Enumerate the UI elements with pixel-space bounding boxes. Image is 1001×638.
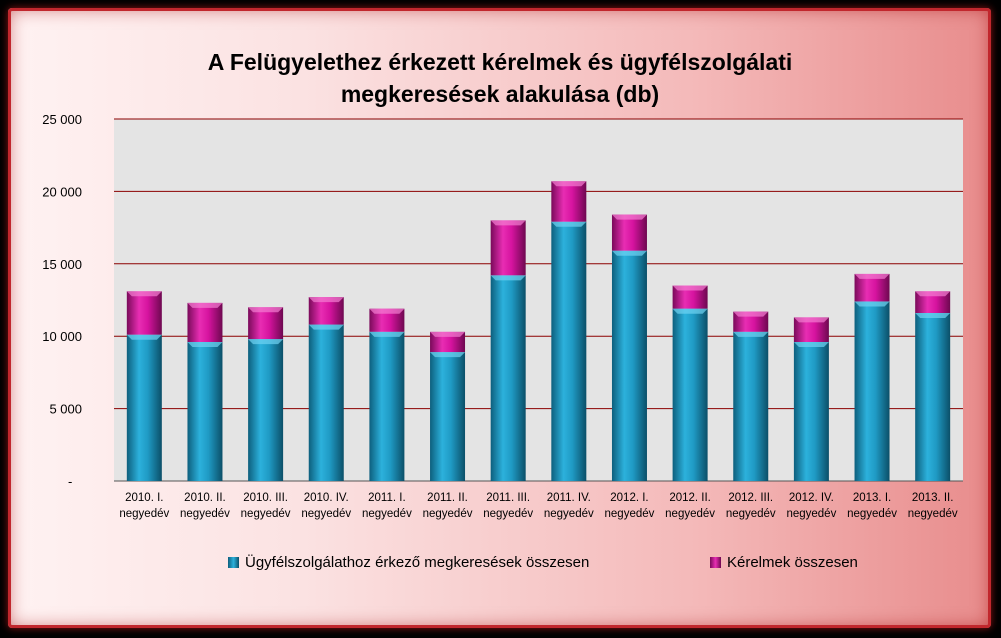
bar-series-2-bevel — [490, 220, 526, 226]
legend-item-series-2: Kérelmek összesen — [710, 554, 858, 571]
chart-title-line-1: A Felügyelethez érkezett kérelmek és ügy… — [207, 49, 793, 75]
bar-series-1-bevel — [126, 334, 162, 340]
x-tick-label: 2010. I. negyedév — [119, 492, 169, 520]
x-tick-label: 2010. III. negyedév — [241, 492, 291, 520]
x-tick-label: 2012. IV. negyedév — [786, 492, 836, 520]
bar-series-1-bevel — [793, 341, 829, 347]
bar-series-2 — [187, 302, 223, 342]
x-tick-label: 2010. IV. negyedév — [301, 492, 351, 520]
x-tick-label: 2011. II. negyedév — [423, 492, 473, 520]
y-tick-label: 5 000 — [49, 402, 82, 417]
bar-series-2 — [430, 331, 466, 353]
y-tick-label: 25 000 — [42, 112, 82, 127]
bar-series-2-bevel — [248, 307, 284, 313]
bar-series-1 — [490, 275, 526, 481]
bar-series-1 — [126, 334, 162, 481]
legend-swatch-series-1 — [228, 557, 239, 568]
bar-series-1-bevel — [551, 221, 587, 227]
bar-series-1-bevel — [430, 352, 466, 358]
bar-series-1-bevel — [308, 324, 344, 330]
bar-series-2 — [248, 307, 284, 340]
bar-series-2 — [551, 181, 587, 222]
x-tick-label: 2010. II. negyedév — [180, 492, 230, 520]
plot-area — [114, 119, 963, 481]
bar-series-1 — [248, 339, 284, 481]
bar-series-1 — [915, 313, 951, 481]
bar-series-2 — [490, 220, 526, 276]
x-tick-label: 2011. III. negyedév — [483, 492, 533, 520]
bar-series-1 — [733, 331, 769, 481]
legend-label-series-1: Ügyfélszolgálathoz érkező megkeresések ö… — [245, 554, 590, 571]
bar-series-2 — [733, 311, 769, 332]
bar-series-1-bevel — [672, 308, 708, 314]
bar-series-2-bevel — [672, 285, 708, 291]
bar-series-2 — [611, 214, 647, 251]
bar-series-2 — [126, 291, 162, 335]
x-tick-label: 2011. IV. negyedév — [544, 492, 594, 520]
bar-series-1-bevel — [915, 313, 951, 319]
bar-series-1-bevel — [854, 301, 890, 307]
bar-series-1-bevel — [733, 331, 769, 337]
bar-series-1 — [187, 341, 223, 481]
bar-series-2 — [672, 285, 708, 309]
x-tick-label: 2013. II. negyedév — [908, 492, 958, 520]
bar-series-1 — [793, 341, 829, 481]
bar-series-2-bevel — [611, 214, 647, 220]
x-tick-label: 2012. II. negyedév — [665, 492, 715, 520]
x-tick-label: 2013. I. negyedév — [847, 492, 897, 520]
bar-series-2-bevel — [733, 311, 769, 317]
legend: Ügyfélszolgálathoz érkező megkeresések ö… — [0, 554, 1001, 578]
bar-series-1-bevel — [248, 339, 284, 345]
bar-series-2-bevel — [915, 291, 951, 297]
bar-series-2-bevel — [187, 302, 223, 308]
bar-series-2-bevel — [369, 308, 405, 314]
bar-series-2 — [915, 291, 951, 314]
y-tick-label: 15 000 — [42, 257, 82, 272]
legend-swatch-series-2 — [710, 557, 721, 568]
bar-series-1-bevel — [369, 331, 405, 337]
bar-series-1 — [611, 250, 647, 481]
bar-series-1 — [308, 324, 344, 481]
y-tick-label: 20 000 — [42, 184, 82, 199]
legend-item-series-1: Ügyfélszolgálathoz érkező megkeresések ö… — [228, 554, 589, 571]
bar-series-2-bevel — [430, 331, 466, 337]
bar-series-1 — [551, 221, 587, 482]
bar-series-1 — [369, 331, 405, 481]
bar-series-1-bevel — [490, 275, 526, 281]
x-tick-label: 2012. I. negyedév — [605, 492, 655, 520]
x-tick-label: 2011. I. negyedév — [362, 492, 412, 520]
chart-title-line-2: megkeresések alakulása (db) — [340, 81, 660, 107]
bar-series-1-bevel — [187, 341, 223, 347]
chart-title: A Felügyelethez érkezett kérelmek és ügy… — [120, 46, 880, 110]
bar-series-2-bevel — [854, 273, 890, 279]
y-tick-label: 10 000 — [42, 329, 82, 344]
bar-series-1 — [672, 308, 708, 481]
bar-series-1-bevel — [611, 250, 647, 256]
bar-series-2 — [369, 308, 405, 332]
x-tick-label: 2012. III. negyedév — [726, 492, 776, 520]
bar-series-2-bevel — [308, 297, 344, 303]
y-tick-label: - — [68, 474, 72, 489]
bar-series-2-bevel — [793, 317, 829, 323]
bar-series-2-bevel — [551, 181, 587, 187]
bar-series-1 — [854, 301, 890, 481]
bar-series-2-bevel — [126, 291, 162, 297]
legend-label-series-2: Kérelmek összesen — [727, 554, 858, 571]
bar-series-1 — [430, 352, 466, 481]
